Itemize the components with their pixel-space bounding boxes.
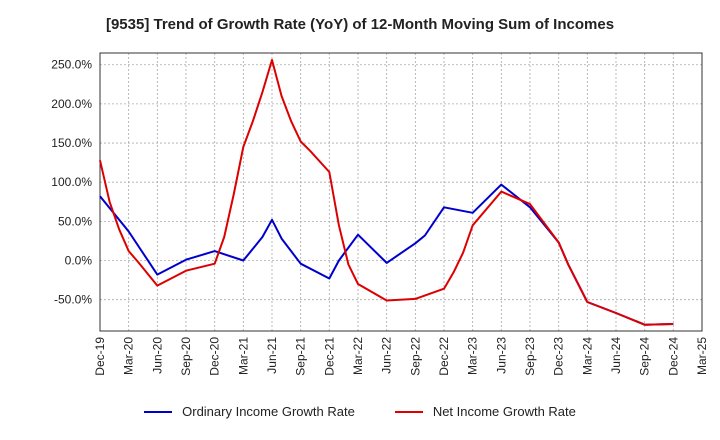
plot-area-border xyxy=(99,52,703,332)
x-tick-label: Sep-24 xyxy=(638,337,652,376)
x-tick-label: Sep-20 xyxy=(179,337,193,376)
legend-label-ordinary: Ordinary Income Growth Rate xyxy=(182,404,355,419)
x-tick-label: Mar-22 xyxy=(351,337,365,375)
x-tick-label: Dec-21 xyxy=(322,337,336,376)
y-tick-label: 100.0% xyxy=(51,175,92,189)
legend-swatch-net xyxy=(394,410,423,413)
x-tick-label: Jun-22 xyxy=(380,337,394,374)
y-tick-label: 50.0% xyxy=(58,214,92,228)
x-tick-label: Mar-24 xyxy=(580,337,594,375)
legend-item-ordinary: Ordinary Income Growth Rate xyxy=(144,404,355,419)
legend-label-net: Net Income Growth Rate xyxy=(432,404,576,419)
y-tick-label: 250.0% xyxy=(51,58,92,72)
chart-title: [9535] Trend of Growth Rate (YoY) of 12-… xyxy=(105,16,615,33)
x-tick-label: Dec-22 xyxy=(437,337,451,376)
y-tick-label: 200.0% xyxy=(51,97,92,111)
x-tick-label: Mar-21 xyxy=(236,337,250,375)
x-tick-label: Dec-19 xyxy=(93,337,107,376)
line-chart: Dec-19 Mar-20 Jun-20 Sep-20 Dec-20 Mar-21 Jun-… xyxy=(51,52,709,376)
net-income-line xyxy=(99,59,674,326)
x-tick-label: Dec-23 xyxy=(552,337,566,376)
x-tick-label: Dec-20 xyxy=(208,337,222,376)
x-tick-label: Dec-24 xyxy=(666,337,680,376)
y-tick-label: -50.0% xyxy=(54,293,92,307)
x-tick-label: Mar-20 xyxy=(122,337,136,375)
x-tick-label: Sep-21 xyxy=(294,337,308,376)
x-tick-label: Mar-23 xyxy=(466,337,480,375)
x-tick-label: Jun-21 xyxy=(265,337,279,374)
x-tick-label: Jun-23 xyxy=(494,337,508,374)
x-tick-label: Sep-23 xyxy=(523,337,537,376)
x-tick-label: Mar-25 xyxy=(695,337,709,375)
legend: Ordinary Income Growth Rate Net Income G… xyxy=(0,404,720,419)
y-tick-label: 150.0% xyxy=(51,136,92,150)
y-tick-label: 0.0% xyxy=(65,254,93,268)
x-tick-label: Jun-24 xyxy=(609,337,623,374)
legend-item-net: Net Income Growth Rate xyxy=(394,404,576,419)
legend-swatch-ordinary xyxy=(144,410,173,413)
x-tick-label: Sep-22 xyxy=(408,337,422,376)
x-tick-label: Jun-20 xyxy=(150,337,164,374)
